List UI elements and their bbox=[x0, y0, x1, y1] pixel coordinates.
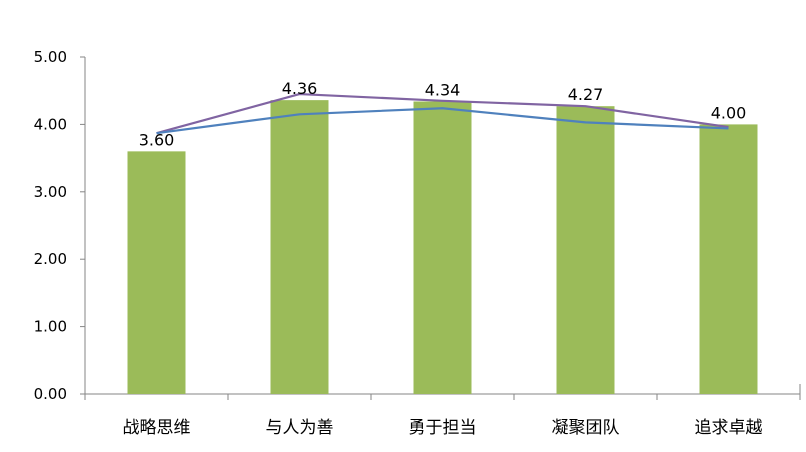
series-lines bbox=[156, 92, 729, 135]
y-tick-label: 0.00 bbox=[34, 385, 67, 403]
series-line bbox=[156, 107, 729, 135]
y-tick-label: 1.00 bbox=[34, 318, 67, 336]
y-tick-label: 3.00 bbox=[34, 183, 67, 201]
data-label: 4.36 bbox=[282, 79, 318, 98]
labels: 0.00 1.00 2.00 3.00 4.00 5.00 战略思维 与人为善 勇于担当 凝聚团队… bbox=[34, 48, 763, 438]
x-category-label: 凝聚团队 bbox=[552, 418, 620, 438]
data-label: 4.34 bbox=[425, 80, 461, 99]
x-category-label: 勇于担当 bbox=[409, 418, 477, 438]
bar bbox=[270, 100, 329, 395]
data-label: 3.60 bbox=[139, 130, 175, 149]
y-tick-label: 4.00 bbox=[34, 115, 67, 133]
bar bbox=[127, 151, 186, 394]
bar bbox=[699, 124, 758, 395]
data-label: 4.27 bbox=[568, 85, 604, 104]
x-category-label: 战略思维 bbox=[123, 418, 191, 438]
series-line bbox=[156, 92, 729, 135]
data-label: 4.00 bbox=[711, 103, 747, 122]
bar bbox=[556, 106, 615, 395]
bar bbox=[413, 101, 472, 394]
x-category-label: 追求卓越 bbox=[695, 418, 763, 438]
y-tick-label: 5.00 bbox=[34, 48, 67, 66]
y-tick-label: 2.00 bbox=[34, 250, 67, 268]
bars bbox=[127, 100, 758, 395]
x-category-label: 与人为善 bbox=[266, 418, 334, 438]
